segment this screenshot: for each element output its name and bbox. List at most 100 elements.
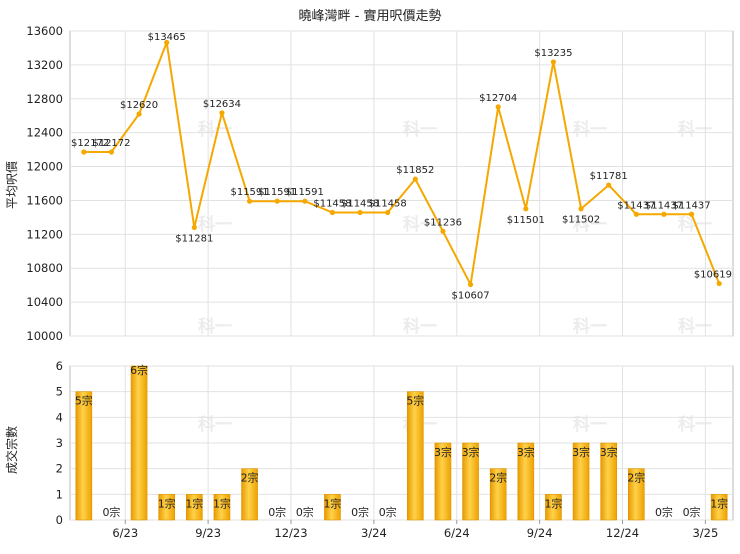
x-tick-label: 6/24	[444, 526, 470, 540]
bar-value-label: 3宗	[572, 445, 590, 459]
bar-value-label: 1宗	[544, 496, 562, 510]
watermark-text: 科一	[403, 214, 437, 235]
bar-value-label: 2宗	[627, 471, 645, 485]
bar-value-label: 0宗	[683, 505, 701, 519]
bar-value-label: 3宗	[434, 445, 452, 459]
price-data-point	[633, 211, 639, 217]
bar-value-label: 5宗	[406, 394, 424, 408]
price-data-point	[661, 211, 667, 217]
watermark-text: 科一	[678, 414, 712, 435]
count-y-tick-label: 5	[56, 385, 63, 399]
transaction-bar	[710, 494, 728, 521]
price-data-label: $11781	[590, 171, 628, 182]
chart-title: 曉峰灣畔 - 實用呎價走勢	[299, 8, 442, 24]
price-data-label: $11437	[617, 200, 655, 211]
watermark-text: 科一	[198, 414, 232, 435]
price-y-tick-label: 10400	[26, 295, 63, 309]
x-tick-label: 3/24	[361, 526, 387, 540]
price-data-point	[274, 198, 280, 204]
price-data-label: $12704	[479, 93, 517, 104]
transaction-bar-chart: 0 1 2 3 4 5 6 6/23 9/23 12/23 3/24 6/24 9/24 12/24 3/2…	[56, 359, 734, 540]
transaction-bar	[489, 468, 507, 521]
price-series-line	[83, 41, 721, 286]
transaction-bar	[213, 494, 231, 521]
price-data-label: $11502	[562, 215, 600, 226]
watermark-text: 科一	[198, 214, 232, 235]
transaction-bar	[434, 442, 452, 521]
watermark-text: 科一	[573, 316, 607, 337]
price-data-point	[108, 149, 115, 155]
price-data-point	[550, 59, 557, 65]
bar-value-label: 5宗	[75, 394, 93, 408]
price-data-label: $11501	[507, 215, 545, 226]
price-data-point	[81, 149, 87, 155]
x-tick-label: 6/23	[112, 526, 138, 540]
price-data-point	[385, 209, 391, 216]
price-data-point	[136, 111, 142, 117]
price-data-label: $12172	[92, 138, 130, 149]
count-y-tick-label: 3	[56, 436, 63, 450]
price-data-point	[329, 209, 336, 216]
bar-value-label: 0宗	[351, 505, 369, 519]
price-plot-frame	[69, 30, 734, 337]
price-data-label: $12172	[71, 138, 109, 149]
watermark-text: 科一	[678, 119, 712, 140]
price-data-label: $12634	[203, 99, 241, 110]
bar-value-label: 3宗	[462, 445, 480, 459]
transaction-bar	[572, 442, 590, 521]
bar-value-label: 1宗	[185, 496, 203, 510]
bar-value-label: 0宗	[379, 505, 397, 519]
transaction-bar	[324, 494, 341, 521]
x-tick-label: 12/23	[274, 526, 307, 540]
price-data-label: $10619	[694, 270, 732, 281]
price-data-point	[357, 209, 363, 216]
price-data-point	[440, 228, 446, 234]
transaction-bar	[628, 468, 645, 521]
price-data-point	[219, 110, 225, 116]
price-data-label: $11281	[175, 233, 213, 244]
price-data-label: $11458	[341, 198, 379, 209]
bar-value-label: 3宗	[600, 445, 618, 459]
price-y-tick-label: 11600	[26, 193, 63, 207]
bar-value-label: 3宗	[517, 445, 535, 459]
transaction-bar	[600, 442, 617, 521]
price-data-label: $11852	[396, 165, 434, 176]
transaction-bar	[407, 391, 424, 521]
x-tick-label: 12/24	[606, 526, 639, 540]
bar-value-label: 0宗	[655, 505, 673, 519]
count-y-tick-label: 6	[56, 359, 63, 373]
price-axis-label: 平均呎價	[5, 161, 19, 209]
bar-value-label: 1宗	[323, 496, 341, 510]
price-y-tick-label: 13600	[26, 24, 63, 38]
price-data-label: $11458	[313, 198, 351, 209]
price-data-label: $13235	[534, 48, 572, 59]
price-data-point	[164, 39, 170, 46]
price-data-label: $11236	[424, 217, 462, 228]
transaction-bar	[517, 442, 535, 521]
watermark-text: 科一	[198, 119, 232, 140]
price-y-tick-label: 13200	[26, 58, 63, 72]
watermark-text: 科一	[573, 214, 607, 235]
transaction-bar	[545, 494, 562, 521]
transaction-bar	[158, 494, 175, 521]
price-y-tick-label: 10800	[26, 261, 63, 275]
bar-value-label: 0宗	[268, 505, 286, 519]
price-data-point	[523, 206, 529, 212]
transaction-bar	[75, 391, 93, 521]
transaction-bar	[186, 494, 203, 521]
transaction-bar	[462, 442, 479, 521]
count-y-tick-label: 2	[56, 462, 63, 476]
watermark-text: 科一	[198, 316, 232, 337]
price-y-tick-label: 11200	[26, 227, 63, 241]
x-tick-label: 9/23	[195, 526, 221, 540]
bar-value-label: 0宗	[102, 505, 120, 519]
price-data-label: $11437	[672, 200, 710, 211]
watermark-text: 科一	[573, 414, 607, 435]
bar-value-label: 1宗	[710, 496, 728, 510]
price-data-label: $10607	[451, 291, 489, 302]
price-data-point	[578, 206, 584, 212]
watermark-text: 科一	[678, 316, 712, 337]
bar-value-label: 2宗	[489, 471, 507, 485]
